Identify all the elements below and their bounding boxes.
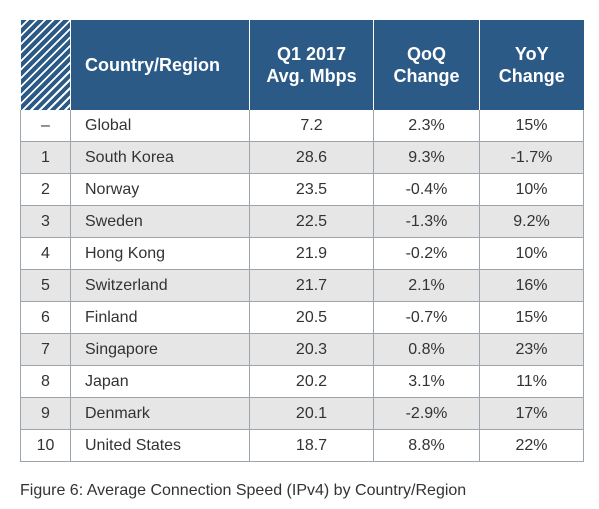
cell-speed: 20.3 [249, 333, 374, 366]
cell-qoq: 2.3% [373, 110, 480, 142]
cell-yoy: 23% [479, 333, 584, 366]
connection-speed-table: Country/Region Q1 2017 Avg. Mbps QoQ Cha… [20, 20, 584, 462]
cell-qoq: -0.2% [373, 237, 480, 270]
cell-speed: 20.2 [249, 365, 374, 398]
header-yoy: YoY Change [479, 20, 584, 110]
figure-caption: Figure 6: Average Connection Speed (IPv4… [20, 482, 467, 499]
cell-country: Japan [70, 365, 250, 398]
cell-qoq: -0.7% [373, 301, 480, 334]
cell-speed: 18.7 [249, 429, 374, 462]
cell-qoq: 8.8% [373, 429, 480, 462]
cell-yoy: 9.2% [479, 205, 584, 238]
cell-yoy: 11% [479, 365, 584, 398]
cell-speed: 7.2 [249, 110, 374, 142]
table-row: 10 United States 18.7 8.8% 22% [20, 429, 584, 462]
cell-rank: 10 [20, 429, 71, 462]
cell-rank: 8 [20, 365, 71, 398]
header-qoq-line1: QoQ [407, 44, 446, 64]
cell-qoq: 3.1% [373, 365, 480, 398]
cell-rank: 3 [20, 205, 71, 238]
cell-country: Hong Kong [70, 237, 250, 270]
cell-yoy: 22% [479, 429, 584, 462]
cell-speed: 20.1 [249, 397, 374, 430]
cell-qoq: -1.3% [373, 205, 480, 238]
table-row: – Global 7.2 2.3% 15% [20, 110, 584, 142]
cell-yoy: 15% [479, 110, 584, 142]
cell-yoy: 10% [479, 237, 584, 270]
cell-rank: 5 [20, 269, 71, 302]
cell-rank: 9 [20, 397, 71, 430]
table-row: 1 South Korea 28.6 9.3% -1.7% [20, 141, 584, 174]
header-yoy-line2: Change [498, 66, 565, 86]
table-row: 8 Japan 20.2 3.1% 11% [20, 365, 584, 398]
cell-speed: 21.9 [249, 237, 374, 270]
cell-country: Switzerland [70, 269, 250, 302]
cell-rank: – [20, 110, 71, 142]
table-row: 9 Denmark 20.1 -2.9% 17% [20, 397, 584, 430]
table-row: 7 Singapore 20.3 0.8% 23% [20, 333, 584, 366]
cell-yoy: 17% [479, 397, 584, 430]
table-row: 3 Sweden 22.5 -1.3% 9.2% [20, 205, 584, 238]
cell-qoq: -0.4% [373, 173, 480, 206]
cell-rank: 4 [20, 237, 71, 270]
cell-rank: 2 [20, 173, 71, 206]
header-qoq-line2: Change [393, 66, 460, 86]
cell-country: Norway [70, 173, 250, 206]
cell-rank: 1 [20, 141, 71, 174]
cell-yoy: 16% [479, 269, 584, 302]
header-speed: Q1 2017 Avg. Mbps [249, 20, 374, 110]
cell-country: Denmark [70, 397, 250, 430]
header-qoq: QoQ Change [373, 20, 480, 110]
cell-speed: 21.7 [249, 269, 374, 302]
cell-speed: 20.5 [249, 301, 374, 334]
table-body: – Global 7.2 2.3% 15% 1 South Korea 28.6 9.3% -1.… [20, 110, 584, 462]
cell-speed: 28.6 [249, 141, 374, 174]
table-row: 5 Switzerland 21.7 2.1% 16% [20, 269, 584, 302]
header-country: Country/Region [70, 20, 250, 110]
cell-country: South Korea [70, 141, 250, 174]
cell-speed: 23.5 [249, 173, 374, 206]
cell-yoy: 15% [479, 301, 584, 334]
speed-table-container: Country/Region Q1 2017 Avg. Mbps QoQ Cha… [20, 20, 584, 462]
cell-speed: 22.5 [249, 205, 374, 238]
cell-country: Finland [70, 301, 250, 334]
cell-rank: 7 [20, 333, 71, 366]
table-header: Country/Region Q1 2017 Avg. Mbps QoQ Cha… [20, 20, 584, 110]
cell-yoy: -1.7% [479, 141, 584, 174]
header-speed-line1: Q1 2017 [276, 44, 347, 64]
hatch-pattern-cell [20, 20, 71, 110]
cell-qoq: -2.9% [373, 397, 480, 430]
header-row: Country/Region Q1 2017 Avg. Mbps QoQ Cha… [20, 20, 584, 110]
table-row: 2 Norway 23.5 -0.4% 10% [20, 173, 584, 206]
table-row: 4 Hong Kong 21.9 -0.2% 10% [20, 237, 584, 270]
cell-qoq: 9.3% [373, 141, 480, 174]
cell-country: Sweden [70, 205, 250, 238]
cell-country: Singapore [70, 333, 250, 366]
header-speed-line2: Avg. Mbps [266, 66, 357, 86]
cell-qoq: 0.8% [373, 333, 480, 366]
cell-country: United States [70, 429, 250, 462]
header-yoy-line1: YoY [514, 44, 549, 64]
cell-country: Global [70, 110, 250, 142]
cell-yoy: 10% [479, 173, 584, 206]
cell-rank: 6 [20, 301, 71, 334]
cell-qoq: 2.1% [373, 269, 480, 302]
table-row: 6 Finland 20.5 -0.7% 15% [20, 301, 584, 334]
